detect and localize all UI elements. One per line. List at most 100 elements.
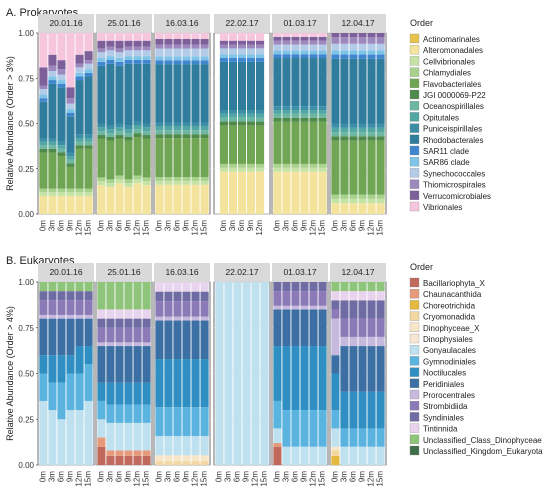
bar-segment	[349, 58, 358, 124]
bar-segment	[115, 65, 124, 124]
bar-segment	[349, 136, 358, 141]
bar-segment	[228, 117, 238, 122]
legend-label: Actinomarinales	[423, 35, 480, 44]
bar-segment	[57, 188, 66, 193]
legend-swatch	[409, 134, 420, 144]
bar-segment	[233, 282, 242, 465]
bar-segment	[124, 455, 133, 465]
bar-segment	[97, 282, 106, 310]
bar-segment	[182, 64, 191, 123]
bar-segment	[340, 203, 349, 214]
bar-segment	[133, 121, 142, 126]
bar-segment	[340, 140, 349, 195]
bar-segment	[340, 194, 349, 199]
bar-segment	[309, 346, 318, 411]
bar-segment	[291, 446, 300, 465]
bar-segment	[173, 316, 182, 321]
bar-segment	[340, 291, 349, 301]
bar-segment	[309, 54, 318, 59]
bar-segment	[164, 177, 173, 181]
bar-segment	[66, 300, 75, 315]
x-tick-label: 9m	[66, 471, 75, 482]
bar-segment	[133, 179, 142, 184]
bar-segment	[75, 67, 84, 73]
bar-segment	[133, 50, 142, 57]
bar-segment	[318, 54, 327, 59]
bar-segment	[376, 203, 385, 214]
facet-strip-label: 16.03.16	[165, 267, 198, 277]
bar-segment	[133, 136, 142, 176]
bar-segment	[66, 163, 75, 167]
legend-label: Cryomonadida	[423, 313, 476, 322]
bar-segment	[115, 179, 124, 184]
legend-label: Unclassified_Class_Dinophyceae	[423, 436, 542, 445]
x-tick-label: 3m	[163, 220, 172, 231]
bar-segment	[291, 171, 300, 214]
bar-segment	[182, 56, 191, 61]
bar-segment	[309, 58, 318, 107]
x-tick-label: 9m	[242, 471, 251, 482]
bar-segment	[228, 48, 238, 55]
bar-segment	[106, 187, 115, 214]
bar-segment	[358, 194, 367, 199]
legend-label: SAR86 clade	[423, 158, 470, 167]
bar-segment	[173, 180, 182, 185]
facet-strip-label: 16.03.16	[165, 18, 198, 28]
bar-segment	[282, 346, 291, 411]
bar-segment	[173, 64, 182, 123]
bar-segment	[155, 33, 164, 39]
bar-segment	[84, 63, 93, 70]
bar-segment	[124, 309, 133, 319]
bar-segment	[75, 314, 84, 319]
bar-segment	[142, 40, 151, 47]
bar-segment	[124, 59, 133, 64]
bar-segment	[106, 133, 115, 137]
bar-segment	[84, 60, 93, 64]
bar-segment	[48, 318, 57, 356]
bar-segment	[349, 318, 358, 337]
bar-segment	[173, 138, 182, 178]
bar-segment	[318, 305, 327, 310]
bar-segment	[367, 391, 376, 429]
x-tick-label: 0m	[96, 220, 105, 231]
bar-segment	[358, 54, 367, 59]
bar-segment	[124, 133, 133, 137]
x-tick-label: 3m	[105, 220, 114, 231]
bar-segment	[367, 33, 376, 38]
bar-segment	[200, 316, 209, 321]
bar-segment	[358, 132, 367, 137]
legend-label: Synechococcales	[423, 169, 485, 178]
bar-segment	[124, 318, 133, 328]
bar-segment	[282, 305, 291, 310]
bar-segment	[273, 58, 282, 107]
bar-segment	[75, 72, 84, 77]
bar-segment	[358, 446, 367, 465]
bar-segment	[318, 163, 327, 168]
bar-segment	[358, 198, 367, 204]
bar-segment	[291, 113, 300, 118]
bar-segment	[358, 123, 367, 128]
bar-segment	[237, 61, 247, 111]
bar-segment	[309, 40, 318, 45]
bar-segment	[273, 54, 282, 59]
bar-segment	[300, 106, 309, 111]
bar-segment	[273, 117, 282, 122]
bar-segment	[282, 117, 291, 122]
bar-segment	[237, 48, 247, 55]
bar-segment	[340, 446, 349, 465]
bar-segment	[39, 33, 48, 68]
bar-segment	[291, 33, 300, 37]
bar-segment	[191, 461, 200, 465]
bar-segment	[164, 180, 173, 185]
bar-segment	[115, 58, 124, 62]
bar-segment	[331, 291, 340, 301]
bar-segment	[256, 113, 265, 118]
bar-segment	[142, 123, 151, 128]
bar-segment	[291, 36, 300, 41]
bar-segment	[340, 282, 349, 292]
bar-segment	[273, 121, 282, 164]
bar-segment	[66, 112, 75, 117]
bar-segment	[133, 450, 142, 456]
bar-segment	[155, 359, 164, 408]
bar-segment	[191, 44, 200, 49]
